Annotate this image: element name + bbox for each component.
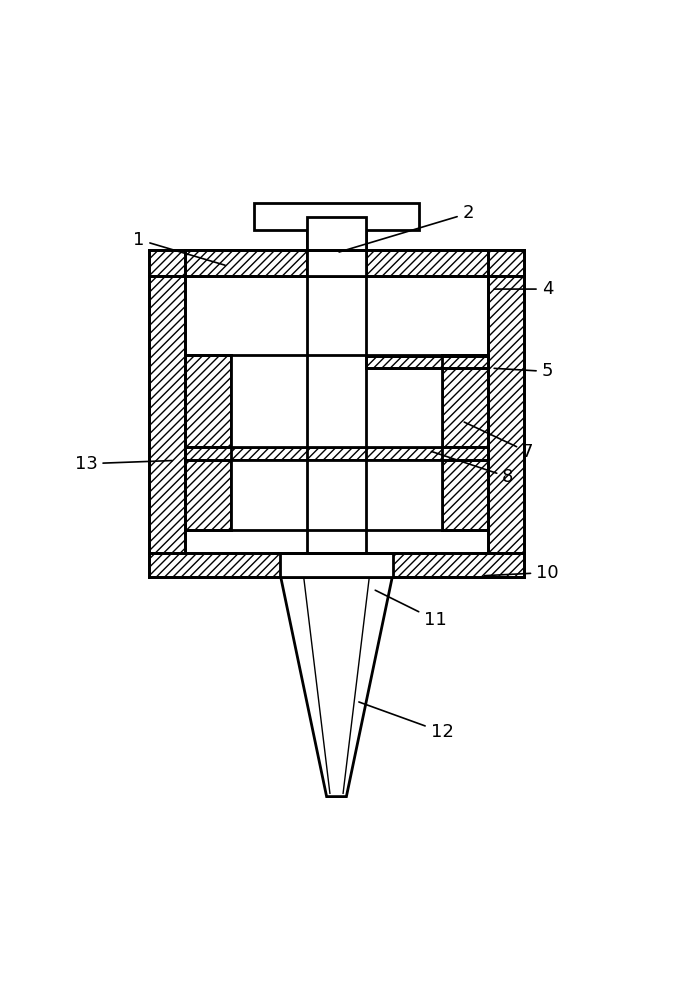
Text: 1: 1 (133, 231, 225, 265)
Bar (281, 553, 392, 577)
Polygon shape (281, 576, 392, 797)
Bar (149, 250, 524, 276)
Bar (366, 355, 442, 447)
Bar (231, 460, 307, 530)
Bar (366, 250, 488, 276)
Bar (442, 355, 488, 530)
Text: 4: 4 (494, 280, 553, 298)
Text: 5: 5 (494, 362, 553, 380)
Bar (231, 355, 307, 447)
Bar (307, 250, 366, 276)
Bar (307, 217, 366, 250)
Bar (231, 460, 442, 530)
Text: 11: 11 (376, 590, 447, 629)
Bar (185, 355, 231, 530)
Bar (366, 356, 488, 368)
Text: 13: 13 (75, 455, 172, 473)
Text: 7: 7 (464, 422, 534, 461)
Bar (307, 217, 366, 250)
Bar (185, 250, 307, 276)
Bar (231, 355, 442, 447)
Bar (149, 553, 524, 577)
Bar (488, 276, 524, 553)
Text: 10: 10 (485, 564, 559, 582)
Text: 2: 2 (339, 204, 474, 252)
Bar (254, 203, 419, 230)
Bar (149, 276, 185, 553)
Bar (185, 447, 488, 460)
Bar (366, 460, 442, 530)
Bar (185, 276, 488, 553)
Text: 8: 8 (431, 451, 513, 486)
Text: 12: 12 (359, 702, 454, 741)
